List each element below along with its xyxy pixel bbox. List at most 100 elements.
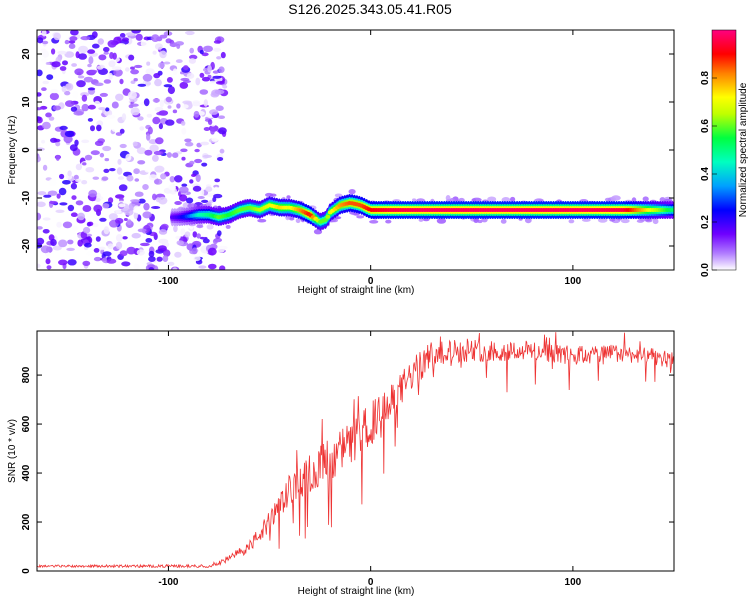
noise-blob [167,86,175,95]
noise-blob [140,242,150,247]
halo-blob [471,197,482,202]
noise-blob [41,50,50,58]
noise-blob [65,100,75,107]
noise-blob [98,107,106,111]
noise-blob [55,154,60,161]
noise-blob [67,239,74,245]
noise-blob [174,251,182,258]
noise-blob [137,228,147,233]
halo-blob [509,196,516,202]
noise-blob [41,87,47,91]
noise-blob [135,33,143,41]
noise-blob [119,143,127,149]
noise-blob [57,50,67,55]
noise-blob [115,209,122,214]
noise-blob [37,263,41,268]
halo-blob [206,201,212,208]
noise-blob [63,135,73,144]
noise-blob [193,256,201,262]
spectrogram-ylabel: Frequency (Hz) [7,116,18,185]
halo-blob [196,224,204,229]
halo-blob [631,197,637,203]
noise-blob [77,75,85,79]
noise-blob [168,184,176,191]
x-tick-label: 100 [565,276,582,287]
noise-blob [144,167,151,173]
noise-blob [134,64,143,69]
halo-blob [412,198,417,202]
noise-blob [158,62,165,69]
noise-blob [153,150,164,156]
noise-blob [40,245,51,254]
noise-blob [37,201,46,208]
y-tick-label: 400 [21,464,32,481]
noise-blob [203,127,211,131]
noise-blob [199,49,204,55]
noise-blob [195,77,201,86]
noise-blob [108,213,118,221]
colorbar-tick-label: 0.0 [700,263,711,277]
noise-blob [83,226,91,234]
noise-blob [58,187,67,196]
noise-blob [167,105,172,109]
noise-blob [136,249,145,256]
noise-blob [107,243,114,250]
noise-blob [165,119,175,126]
noise-blob [217,246,225,253]
noise-blob [91,223,99,228]
noise-blob [93,204,103,213]
noise-blob [92,43,100,49]
x-tick-label: -100 [158,276,178,287]
noise-blob [138,198,146,204]
noise-blob [108,197,114,204]
noise-blob [217,230,222,237]
noise-blob [45,62,51,65]
noise-blob [42,80,49,85]
noise-blob [152,98,161,103]
noise-blob [96,192,101,199]
noise-blob [113,68,123,77]
noise-blob [201,162,208,167]
noise-blob [151,34,160,42]
noise-blob [201,199,209,203]
colorbar-tick-label: 0.6 [700,119,711,133]
noise-blob [119,78,124,85]
noise-blob [42,229,50,234]
halo-blob [500,219,507,224]
noise-blob [148,250,155,258]
noise-blob [67,204,75,212]
noise-blob [83,76,94,83]
noise-blob [207,119,213,125]
noise-blob [74,68,84,76]
halo-blob [348,189,356,195]
noise-blob [133,263,140,270]
noise-blob [99,152,105,158]
noise-blob [86,251,93,256]
halo-blob [257,218,267,223]
noise-blob [71,195,77,201]
x-tick-label: 100 [565,577,582,588]
noise-blob [56,221,62,228]
noise-blob [197,196,205,199]
noise-blob [82,260,91,266]
noise-blob [37,116,43,124]
x-tick-label: 0 [368,276,374,287]
y-tick-label: 200 [21,513,32,530]
noise-blob [117,176,125,180]
y-tick-label: 0 [21,568,32,574]
noise-blob [176,240,185,246]
noise-blob [59,66,67,71]
noise-blob [159,50,167,59]
noise-blob [219,265,226,270]
noise-blob [215,80,225,85]
noise-blob [152,116,161,125]
spectrogram-content [37,30,674,270]
noise-blob [92,176,100,180]
noise-blob [208,263,217,270]
noise-blob [50,88,59,94]
noise-blob [59,173,65,180]
ridge-segment [325,214,331,219]
halo-blob [286,195,291,199]
noise-blob [195,174,201,183]
halo-blob [422,217,430,222]
